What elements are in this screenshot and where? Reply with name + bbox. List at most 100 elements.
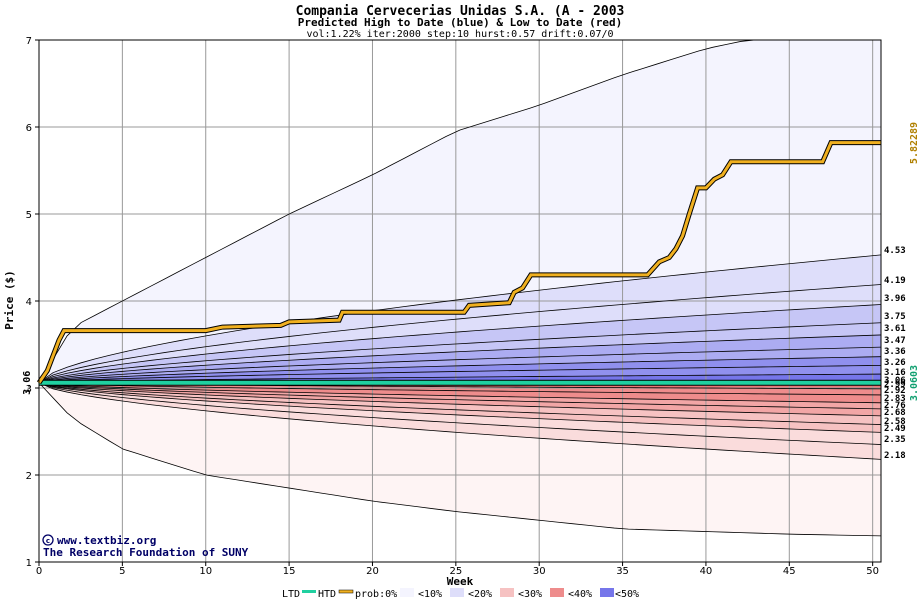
legend-p10-label: <10% bbox=[418, 589, 442, 600]
upper-band-4 bbox=[39, 322, 881, 383]
upper-quantile-line-4 bbox=[38, 334, 882, 384]
upper-quantile-line-3 bbox=[38, 322, 882, 384]
x-tick-label: 20 bbox=[366, 566, 379, 577]
upper-band-8 bbox=[39, 365, 881, 383]
upper-quantile-label: 3.36 bbox=[884, 347, 906, 357]
x-tick-label: 35 bbox=[616, 566, 629, 577]
y-axis-ticks: 1 2 3 4 5 6 7 bbox=[26, 36, 39, 569]
upper-quantile-line-7 bbox=[38, 364, 882, 384]
lower-quantile-label: 2.49 bbox=[884, 424, 906, 434]
upper-band-2 bbox=[39, 284, 881, 383]
lower-quantile-label: 2.92 bbox=[884, 386, 906, 396]
quantile-end-labels: 4.53 4.19 3.96 3.75 3.61 3.473.363.263.163.06… bbox=[884, 246, 906, 461]
lower-band-8 bbox=[39, 382, 881, 395]
x-tick-label: 25 bbox=[449, 566, 462, 577]
credit-site: www.textbiz.org bbox=[57, 534, 156, 547]
upper-band-0 bbox=[39, 40, 881, 383]
legend-p10-swatch bbox=[450, 588, 464, 597]
x-axis-label: Week bbox=[447, 575, 474, 588]
upper-quantile-line-5 bbox=[38, 346, 882, 384]
lower-band-0 bbox=[39, 382, 881, 536]
x-tick-label: 40 bbox=[700, 566, 713, 577]
legend-p20-swatch bbox=[500, 588, 514, 597]
lower-quantile-label: 2.83 bbox=[884, 394, 906, 404]
lower-quantile-label: 2.18 bbox=[884, 451, 906, 461]
legend-prob0-swatch bbox=[400, 588, 414, 597]
simulation-parameters: vol:1.22% iter:2000 step:10 hurst:0.57 d… bbox=[306, 29, 613, 40]
lower-band-2 bbox=[39, 382, 881, 445]
legend-ltd-swatch bbox=[302, 590, 316, 593]
lower-quantile-label: 2.58 bbox=[884, 417, 906, 427]
legend-p50-label: <50% bbox=[615, 589, 639, 600]
x-tick-label: 45 bbox=[783, 566, 796, 577]
lower-band-7 bbox=[39, 382, 881, 403]
legend-p20-label: <20% bbox=[468, 589, 492, 600]
copyright-icon bbox=[42, 534, 54, 546]
lower-quantile-label: 2.76 bbox=[884, 401, 906, 411]
x-tick-label: 0 bbox=[36, 566, 42, 577]
y-tick-label: 1 bbox=[26, 558, 32, 569]
lower-band-4 bbox=[39, 382, 881, 425]
credit-organization: The Research Foundation of SUNY bbox=[43, 546, 249, 559]
legend-prob0-label: prob:0% bbox=[355, 589, 397, 600]
lower-quantile-label: 3.06 bbox=[884, 376, 906, 386]
y-tick-label: 5 bbox=[26, 210, 32, 221]
upper-quantile-line-2 bbox=[38, 304, 882, 384]
x-tick-label: 15 bbox=[283, 566, 296, 577]
y-axis-label: Price ($) bbox=[3, 270, 16, 330]
quantile-contours bbox=[38, 39, 882, 537]
y-tick-label: 4 bbox=[26, 297, 32, 308]
upper-band-5 bbox=[39, 334, 881, 383]
lower-band-1 bbox=[39, 382, 881, 460]
legend-ltd-label: LTD bbox=[282, 589, 300, 600]
plot-area: 0 5 10 15 20 25 30 35 40 45 5012345674.534.193.963… bbox=[22, 36, 920, 577]
lower-quantile-line-5 bbox=[38, 382, 882, 410]
credits: c www.textbiz.org The Research Foundatio… bbox=[42, 534, 249, 559]
lower-quantile-line-1 bbox=[38, 382, 882, 445]
upper-quantile-line-6 bbox=[38, 356, 882, 384]
upper-band-7 bbox=[39, 356, 881, 383]
lower-quantile-line-3 bbox=[38, 382, 882, 425]
lower-quantile-line-2 bbox=[38, 382, 882, 433]
upper-quantile-label: 3.47 bbox=[884, 336, 906, 346]
legend-p40-label: <40% bbox=[568, 589, 592, 600]
legend-p30-label: <30% bbox=[518, 589, 542, 600]
upper-band-1 bbox=[39, 254, 881, 383]
y-tick-label: 6 bbox=[26, 123, 32, 134]
upper-quantile-label: 3.16 bbox=[884, 368, 906, 378]
x-tick-label: 30 bbox=[533, 566, 546, 577]
htd-line bbox=[37, 141, 881, 384]
x-axis-ticks: 0 5 10 15 20 25 30 35 40 45 50 bbox=[36, 562, 879, 577]
lower-quantile-line-4 bbox=[38, 382, 882, 417]
legend-p30-swatch bbox=[550, 588, 564, 597]
upper-envelope-line bbox=[38, 39, 881, 383]
predicted-high-label: 5.82289 bbox=[909, 122, 920, 164]
upper-quantile-label: 3.96 bbox=[884, 294, 906, 304]
y-tick-label: 3 bbox=[26, 384, 32, 395]
predicted-low-label: 3.0603 bbox=[909, 365, 920, 401]
chart-title: Compania Cervecerias Unidas S.A. (A - 20… bbox=[296, 4, 625, 19]
upper-quantile-label: 4.53 bbox=[884, 246, 906, 256]
chart-subtitle: Predicted High to Date (blue) & Low to D… bbox=[298, 16, 623, 29]
lower-quantile-line-0 bbox=[38, 382, 882, 460]
y-tick-label: 7 bbox=[26, 36, 32, 47]
x-tick-label: 50 bbox=[866, 566, 879, 577]
lower-band-3 bbox=[39, 382, 881, 433]
upper-quantile-line-1 bbox=[38, 284, 882, 384]
upper-band-6 bbox=[39, 347, 881, 383]
legend-htd-swatch bbox=[338, 589, 354, 594]
upper-quantile-label: 3.61 bbox=[884, 324, 906, 334]
copyright-glyph: c bbox=[46, 537, 50, 545]
upper-quantile-line-0 bbox=[38, 254, 882, 384]
lower-band-5 bbox=[39, 382, 881, 416]
lower-quantile-label: 2.68 bbox=[884, 408, 906, 418]
legend-htd-label: HTD bbox=[318, 589, 336, 600]
y-tick-label: 2 bbox=[26, 471, 32, 482]
upper-quantile-label: 4.19 bbox=[884, 276, 906, 286]
x-tick-label: 5 bbox=[119, 566, 125, 577]
legend-p40-swatch bbox=[600, 588, 614, 597]
lower-quantile-line-7 bbox=[38, 382, 882, 396]
legend: LTD HTD prob:0% <10% <20% <30% <40% <50% bbox=[282, 588, 639, 600]
lower-envelope-line bbox=[38, 382, 882, 537]
